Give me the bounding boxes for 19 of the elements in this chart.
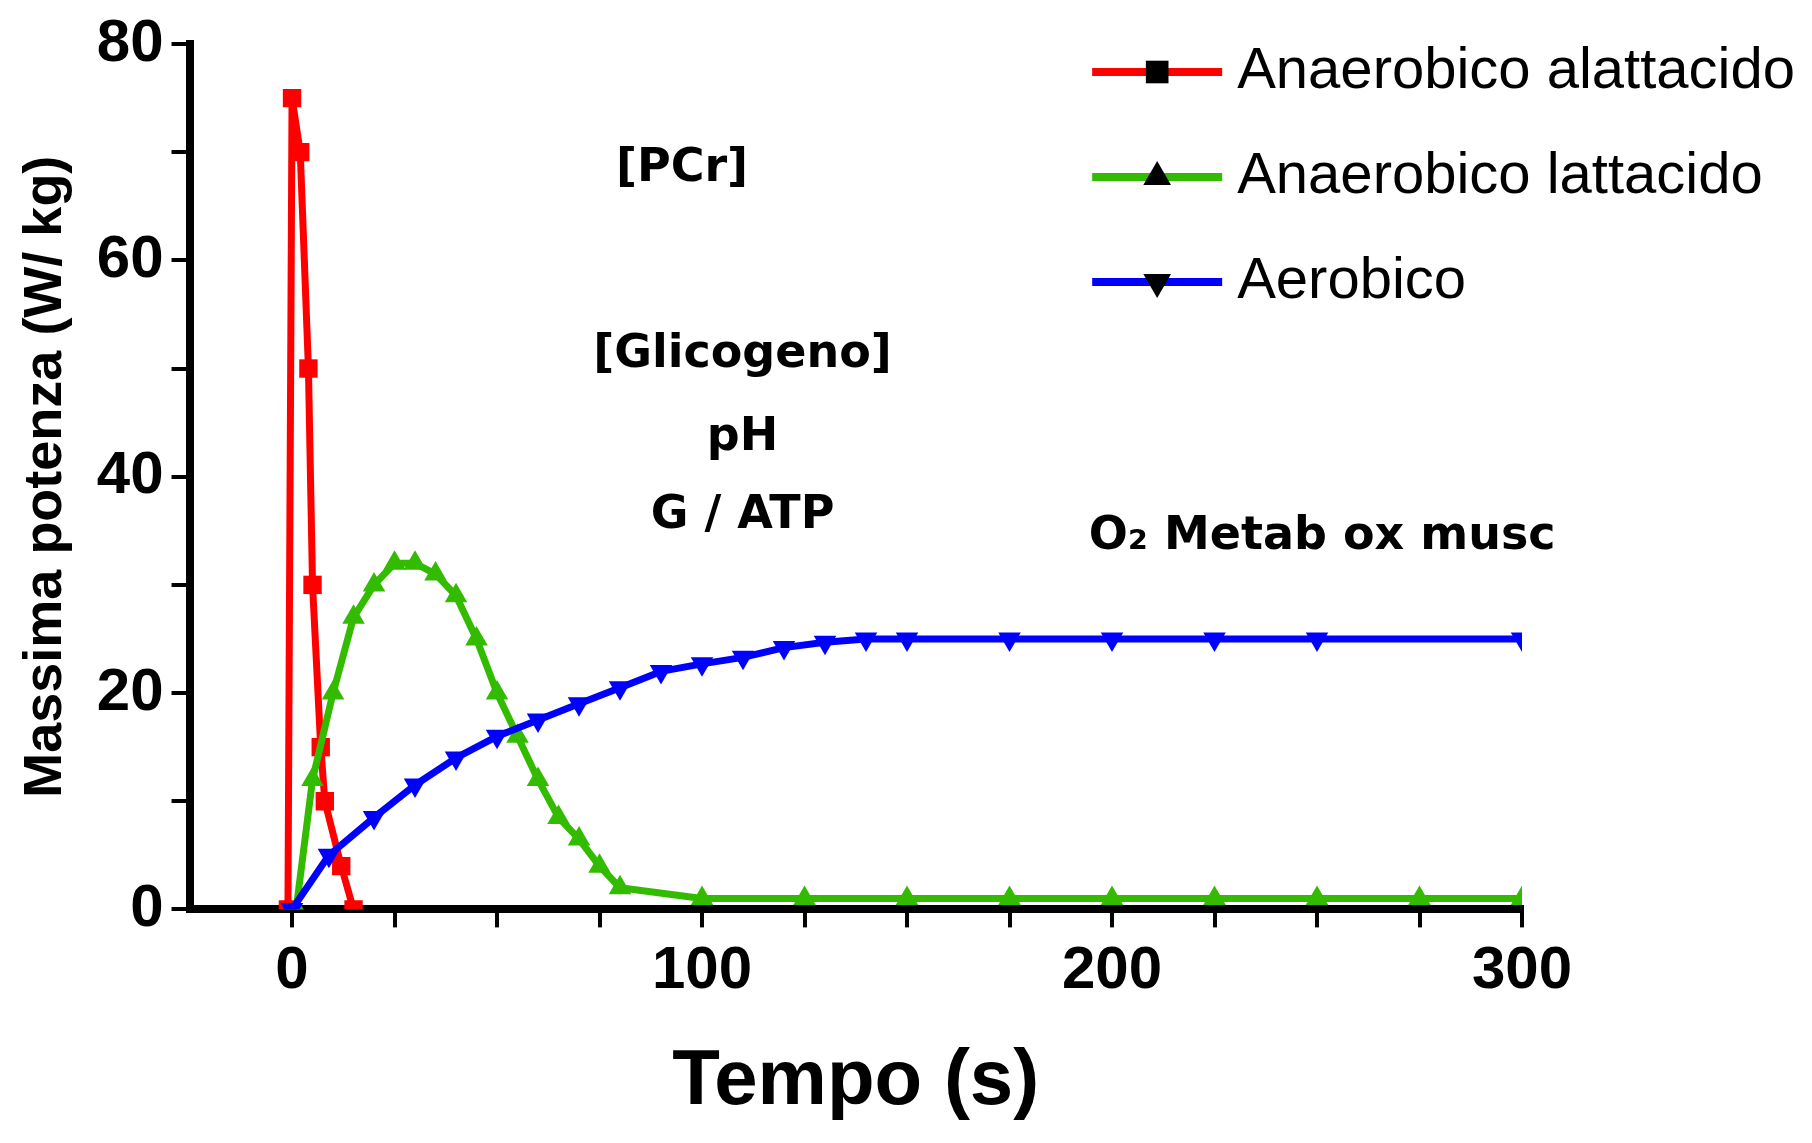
y-tick-label: 40 [96, 439, 164, 507]
y-tick-label: 60 [96, 222, 164, 290]
annotation: [PCr] [615, 138, 749, 193]
legend-label: Anaerobico alattacido [1237, 35, 1795, 100]
x-tick-label: 100 [651, 933, 753, 1001]
y-tick-label: 80 [96, 6, 164, 74]
annotation: G / ATP [650, 484, 835, 539]
legend-label: Aerobico [1237, 245, 1467, 310]
y-tick-label: 20 [96, 655, 164, 723]
annotation: [Glicogeno] [593, 324, 892, 379]
annotation: O₂ Metab ox musc [1088, 506, 1556, 561]
y-axis-title: Massima potenza (W/ kg) [12, 155, 73, 798]
x-tick-label: 300 [1471, 933, 1573, 1001]
x-tick-label: 0 [275, 933, 309, 1001]
x-tick-label: 200 [1061, 933, 1163, 1001]
legend-label: Anaerobico lattacido [1237, 140, 1763, 205]
y-tick-label: 0 [130, 871, 164, 939]
x-axis-title: Tempo (s) [672, 1032, 1040, 1121]
annotation: pH [706, 406, 779, 461]
